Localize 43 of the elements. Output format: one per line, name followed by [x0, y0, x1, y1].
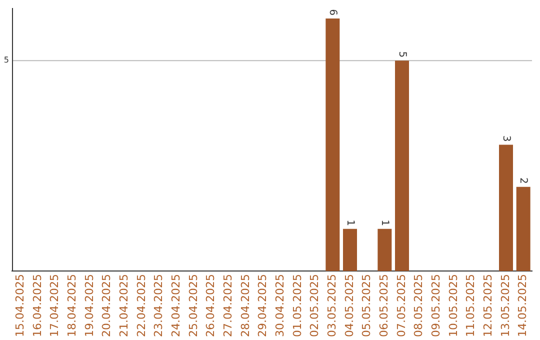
x-tick-label: 16.04.2025	[30, 274, 44, 338]
x-tick-label: 07.05.2025	[394, 274, 408, 338]
data-label: 3	[500, 135, 512, 142]
x-tick-label: 04.05.2025	[342, 274, 356, 338]
x-tick-label: 09.05.2025	[430, 274, 443, 338]
x-tick-label: 02.05.2025	[308, 274, 322, 338]
bar	[343, 228, 357, 272]
x-tick-label: 27.04.2025	[222, 274, 235, 338]
x-tick-label: 29.04.2025	[256, 274, 270, 338]
data-label: 1	[344, 220, 356, 226]
bar	[378, 228, 392, 272]
x-tick-label: 06.05.2025	[378, 274, 391, 338]
bar	[499, 144, 513, 272]
x-tick-label: 13.05.2025	[498, 274, 512, 338]
x-tick-label: 23.04.2025	[152, 274, 166, 338]
bar	[326, 18, 340, 272]
x-tick-label: 17.04.2025	[48, 274, 62, 338]
x-tick-label: 21.04.2025	[118, 274, 131, 338]
x-tick-label: 26.04.2025	[204, 274, 218, 338]
x-tick-label: 03.05.2025	[326, 274, 339, 338]
x-tick-label: 24.04.2025	[170, 274, 183, 338]
x-tick-label: 12.05.2025	[482, 274, 495, 338]
x-tick-label: 28.04.2025	[238, 274, 252, 338]
x-tick-label: 08.05.2025	[412, 274, 426, 338]
x-tick-label: 01.05.2025	[290, 274, 304, 338]
x-tick-label: 30.04.2025	[274, 274, 287, 338]
data-label: 1	[379, 220, 390, 226]
x-tick-label: 18.04.2025	[66, 274, 79, 338]
x-tick-label: 05.05.2025	[360, 274, 374, 338]
ref-line-label: 5	[4, 56, 9, 65]
data-label: 6	[327, 9, 338, 16]
bar	[516, 186, 530, 272]
x-tick-label: 15.04.2025	[14, 274, 27, 338]
x-tick-label: 14.05.2025	[516, 274, 530, 338]
x-tick-label: 11.05.2025	[464, 274, 478, 338]
bar	[395, 60, 409, 272]
x-tick-label: 10.05.2025	[446, 274, 460, 338]
x-tick-label: 25.04.2025	[186, 274, 200, 338]
data-label: 2	[518, 177, 529, 184]
x-tick-label: 22.04.2025	[134, 274, 148, 338]
x-tick-label: 20.04.2025	[100, 274, 114, 338]
data-label: 5	[396, 51, 408, 58]
x-tick-label: 19.04.2025	[82, 274, 96, 338]
